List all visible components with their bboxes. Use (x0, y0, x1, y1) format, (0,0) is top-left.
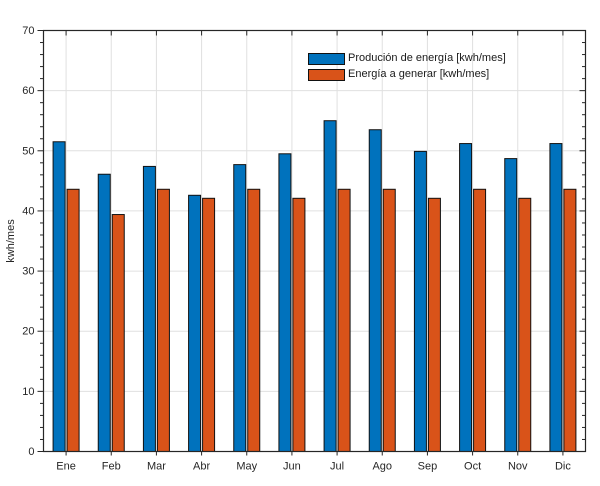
bar-Ago-series0 (368, 129, 382, 452)
y-tick-label: 60 (22, 85, 34, 97)
y-tick-label: 50 (22, 145, 34, 157)
legend-label-produccion: Produción de energía [kwh/mes] (348, 52, 506, 64)
plot-background (43, 30, 586, 452)
x-tick-label: Sep (418, 461, 438, 473)
x-tick-label: Mar (147, 461, 166, 473)
y-tick-label: 0 (28, 446, 34, 458)
y-axis-label: kwh/mes (5, 219, 17, 263)
bar-Nov-series1 (518, 197, 532, 452)
bar-Ago-series1 (382, 188, 396, 453)
x-tick-label: Ago (372, 461, 392, 473)
x-tick-label: Feb (102, 461, 121, 473)
x-tick-label: Nov (508, 461, 528, 473)
legend: Produción de energía [kwh/mes] Energía a… (308, 52, 506, 81)
bar-Jul-series0 (323, 120, 337, 452)
bar-Abr-series1 (202, 197, 216, 452)
legend-item-generar: Energía a generar [kwh/mes] (308, 68, 506, 81)
bar-Mar-series1 (156, 188, 170, 453)
legend-swatch-generar (308, 68, 345, 81)
axes-box (42, 29, 587, 453)
legend-swatch-produccion (308, 52, 345, 65)
bar-Ene-series1 (66, 188, 80, 453)
bar-Abr-series0 (188, 194, 202, 452)
x-tick-label: Ene (56, 461, 76, 473)
bar-Jul-series1 (337, 188, 351, 453)
x-tick-label: May (236, 461, 257, 473)
x-tick-label: Dic (555, 461, 571, 473)
bar-Sep-series0 (413, 150, 427, 452)
legend-item-produccion: Produción de energía [kwh/mes] (308, 52, 506, 65)
bar-Feb-series0 (97, 173, 111, 452)
x-tick-label: Oct (464, 461, 481, 473)
bar-Oct-series0 (459, 143, 473, 452)
bar-Feb-series1 (111, 214, 125, 452)
y-tick-label: 40 (22, 205, 34, 217)
y-tick-label: 10 (22, 386, 34, 398)
x-tick-label: Abr (193, 461, 210, 473)
y-tick-label: 30 (22, 266, 34, 278)
bar-May-series0 (233, 164, 247, 453)
bar-May-series1 (247, 188, 261, 453)
x-tick-label: Jul (330, 461, 344, 473)
y-tick-label: 70 (22, 25, 34, 37)
bar-Sep-series1 (427, 197, 441, 452)
legend-label-generar: Energía a generar [kwh/mes] (348, 68, 490, 80)
bar-Nov-series0 (504, 158, 518, 452)
bar-Jun-series0 (278, 153, 292, 453)
bar-Jun-series1 (292, 197, 306, 452)
bar-Ene-series0 (52, 141, 66, 452)
bar-Oct-series1 (473, 188, 487, 453)
bar-Mar-series0 (142, 165, 156, 452)
x-tick-label: Jun (283, 461, 301, 473)
bar-Dic-series0 (549, 143, 563, 452)
y-tick-label: 20 (22, 326, 34, 338)
bar-Dic-series1 (563, 188, 577, 453)
